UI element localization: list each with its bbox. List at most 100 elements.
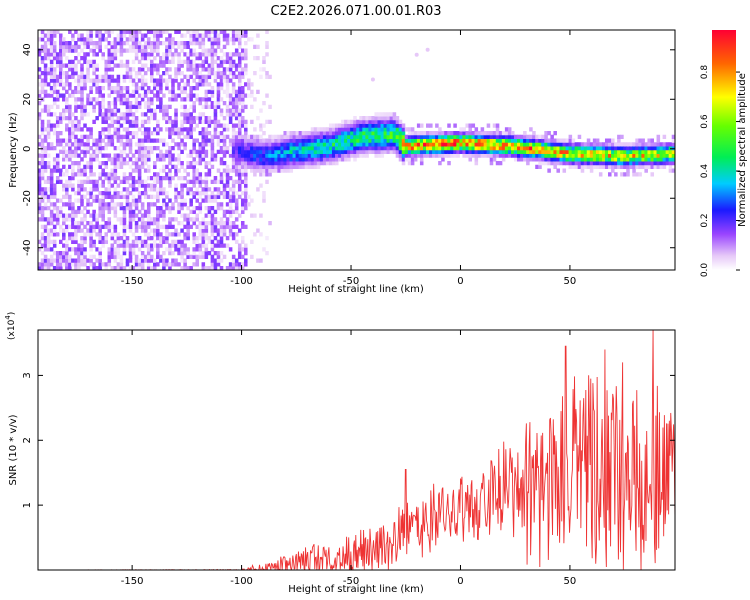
spectrogram-cell bbox=[589, 157, 594, 162]
spectrogram-cell bbox=[153, 78, 157, 83]
spectrogram-cell bbox=[110, 74, 115, 79]
spectrogram-cell bbox=[198, 224, 203, 229]
spectrogram-cell bbox=[134, 224, 139, 229]
spectrogram-cell bbox=[156, 44, 160, 49]
spectrogram-cell bbox=[392, 138, 397, 143]
spectrogram-cell bbox=[55, 131, 60, 136]
spectrogram-cell bbox=[237, 243, 242, 248]
spectrogram-cell bbox=[55, 161, 60, 166]
spectrogram-cell bbox=[168, 33, 172, 38]
spectrogram-cell bbox=[644, 153, 648, 158]
spectrogram-cell bbox=[601, 142, 606, 147]
spectrogram-cell bbox=[95, 217, 99, 222]
spectrogram-cell bbox=[210, 198, 215, 203]
spectrogram-cell bbox=[40, 224, 45, 229]
spectrogram-cell bbox=[513, 138, 518, 143]
spectrogram-cell bbox=[55, 164, 60, 169]
spectrogram-cell bbox=[107, 86, 112, 91]
spectrogram-cell bbox=[556, 149, 560, 154]
spectrogram-cell bbox=[71, 247, 75, 252]
spectrogram-cell bbox=[131, 209, 136, 214]
spectrogram-cell bbox=[535, 164, 539, 169]
spectrogram-cell bbox=[310, 131, 315, 136]
spectrogram-cell bbox=[398, 149, 403, 154]
spectrogram-cell bbox=[219, 239, 224, 244]
spectrogram-cell bbox=[86, 127, 90, 132]
spectrogram-cell bbox=[198, 142, 203, 147]
spectrogram-cell bbox=[116, 176, 121, 181]
spectrogram-cell bbox=[453, 146, 457, 151]
spectrogram-cell bbox=[620, 164, 624, 169]
spectrogram-cell bbox=[189, 97, 193, 102]
spectrogram-cell bbox=[77, 179, 81, 184]
spectrogram-cell bbox=[159, 41, 163, 46]
spectrogram-speck bbox=[414, 52, 419, 57]
spectrogram-cell bbox=[583, 161, 588, 166]
spectrogram-cell bbox=[171, 93, 175, 98]
spectrogram-cell bbox=[131, 41, 136, 46]
spectrogram-cell bbox=[58, 52, 63, 57]
spectrogram-cell bbox=[338, 157, 342, 162]
spectrogram-cell bbox=[471, 138, 476, 143]
spectrogram-cell bbox=[134, 74, 139, 79]
spectrogram-cell bbox=[201, 134, 206, 139]
spectrogram-cell bbox=[125, 262, 130, 267]
spectrogram-cell bbox=[156, 97, 160, 102]
spectrogram-cell bbox=[110, 183, 115, 188]
spectrogram-cell bbox=[523, 153, 527, 158]
spectrogram-cell bbox=[237, 101, 242, 106]
spectrogram-cell bbox=[486, 131, 491, 136]
spectrogram-cell bbox=[162, 56, 166, 61]
spectrogram-cell bbox=[198, 153, 203, 158]
spectrogram-cell bbox=[125, 116, 130, 121]
spectrogram-cell bbox=[89, 131, 93, 136]
spectrogram-cell bbox=[101, 86, 105, 91]
spectrogram-cell bbox=[128, 37, 133, 42]
spectrogram-cell bbox=[80, 82, 84, 87]
spectrogram-cell bbox=[250, 198, 254, 203]
spectrogram-cell bbox=[40, 209, 45, 214]
spectrogram-cell bbox=[477, 149, 482, 154]
spectrogram-cell bbox=[368, 138, 372, 143]
spectrogram-cell bbox=[159, 224, 163, 229]
spectrogram-cell bbox=[156, 86, 160, 91]
spectrogram-cell bbox=[183, 213, 187, 218]
spectrogram-cell bbox=[268, 134, 272, 139]
spectrogram-cell bbox=[422, 134, 427, 139]
spectrogram-cell bbox=[189, 153, 193, 158]
spectrogram-cell bbox=[195, 67, 200, 72]
spectrogram-cell bbox=[240, 101, 245, 106]
spectrogram-cell bbox=[556, 153, 560, 158]
spectrogram-cell bbox=[589, 146, 594, 151]
spectrogram-cell bbox=[55, 179, 60, 184]
spectrogram-cell bbox=[128, 108, 133, 113]
spectrogram-cell bbox=[101, 161, 105, 166]
spectrogram-cell bbox=[407, 127, 412, 132]
spectrogram-cell bbox=[192, 161, 196, 166]
spectrogram-cell bbox=[192, 206, 196, 211]
spectrogram-cell bbox=[52, 67, 57, 72]
spectrogram-cell bbox=[559, 153, 564, 158]
spectrogram-cell bbox=[501, 157, 506, 162]
spectrogram-cell bbox=[92, 52, 96, 57]
spectrogram-cell bbox=[347, 127, 351, 132]
spectrogram-cell bbox=[98, 236, 102, 241]
spectrogram-cell bbox=[89, 41, 93, 46]
spectrogram-cell bbox=[68, 131, 72, 136]
spectrogram-cell bbox=[149, 138, 154, 143]
spectrogram-cell bbox=[237, 59, 242, 64]
spectrogram-cell bbox=[165, 164, 169, 169]
spectrogram-cell bbox=[228, 266, 233, 270]
spectrogram-cell bbox=[271, 153, 275, 158]
spectrogram-cell bbox=[128, 142, 133, 147]
spectrogram-cell bbox=[195, 56, 200, 61]
spectrogram-cell bbox=[213, 157, 218, 162]
spectrogram-cell bbox=[671, 161, 675, 166]
spectrogram-cell bbox=[180, 86, 184, 91]
spectrogram-cell bbox=[174, 119, 178, 124]
spectrogram-cell bbox=[565, 146, 570, 151]
spectrogram-cell bbox=[95, 116, 99, 121]
spectrogram-cell bbox=[186, 191, 190, 196]
spectrogram-cell bbox=[195, 191, 200, 196]
spectrogram-cell bbox=[43, 67, 48, 72]
